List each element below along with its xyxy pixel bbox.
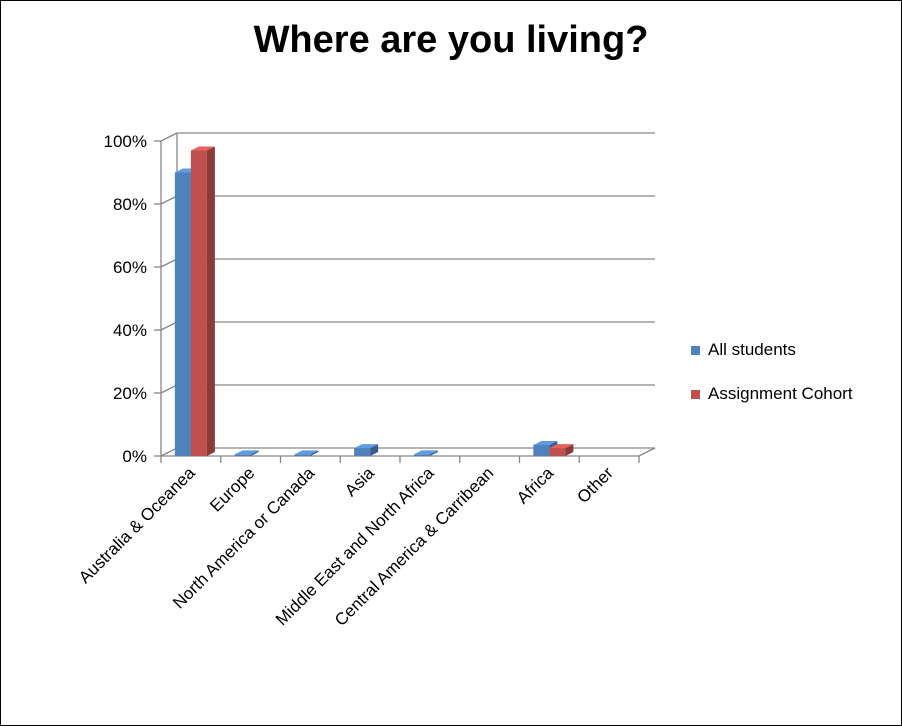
legend-item-all-students: All students [691,339,853,361]
legend-swatch-assignment-cohort [691,389,700,399]
chart-floor [160,447,656,457]
legend-swatch-all-students [691,345,700,355]
bar-side [206,146,215,456]
bar-front [533,444,550,456]
bar-top [294,450,319,455]
bar-front [413,454,430,456]
gridline-side [160,384,178,394]
chart-legend: All students Assignment Cohort [691,339,853,427]
legend-label-all-students: All students [708,340,796,359]
bar-side [310,450,319,456]
bar-top [190,146,215,151]
y-tick-label: 60% [113,258,147,277]
bar-side [429,450,438,456]
x-category-label: Africa [513,463,558,508]
bar-front [174,172,191,456]
legend-item-assignment-cohort: Assignment Cohort [691,383,853,405]
gridline-side [160,321,178,331]
legend-label-assignment-cohort: Assignment Cohort [708,384,853,403]
bar-top [234,450,259,455]
y-tick-label: 100% [104,132,147,151]
bar-top [413,450,438,455]
x-category-label: Australia & Oceanea [75,463,199,587]
x-category-label: Other [573,463,617,507]
bar-side [250,450,259,456]
bar-front [549,448,566,456]
gridline-side [160,132,178,142]
bar-top [533,440,558,445]
x-category-label: Asia [341,463,378,500]
y-tick-label: 20% [113,384,147,403]
bar-side [370,444,379,456]
gridline-side [160,195,178,205]
chart-title: Where are you living? [253,19,649,61]
gridline-side [160,258,178,268]
y-tick-label: 0% [122,447,147,466]
bar-top [549,444,574,449]
bar-front [234,454,251,456]
bar-front [354,448,371,456]
y-tick-label: 80% [113,195,147,214]
x-category-label: Europe [206,463,258,515]
bar-side [565,444,574,456]
bar-front [190,150,207,456]
y-tick-label: 40% [113,321,147,340]
bar-front [294,454,311,456]
bar-top [354,444,379,449]
